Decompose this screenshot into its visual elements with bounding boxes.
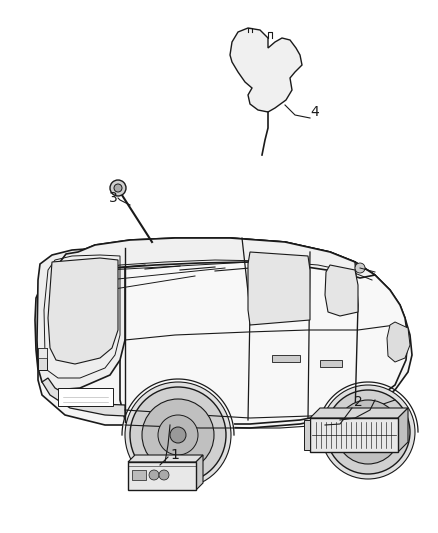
Bar [38,348,47,358]
Polygon shape [310,408,408,418]
Bar [320,360,342,367]
Polygon shape [60,238,375,296]
Circle shape [350,414,386,450]
Circle shape [361,425,375,439]
Bar [58,388,113,406]
Text: 4: 4 [311,105,319,119]
Polygon shape [120,238,408,424]
Circle shape [336,400,400,464]
Polygon shape [196,455,203,490]
Text: 1: 1 [170,448,180,462]
Circle shape [355,263,365,273]
Bar [272,355,300,362]
Text: 3: 3 [109,191,117,205]
Polygon shape [230,28,302,112]
Polygon shape [35,238,412,428]
Bar [132,470,146,480]
Bar [310,418,398,452]
Text: 2: 2 [353,395,362,409]
Circle shape [321,385,415,479]
Circle shape [110,180,126,196]
Polygon shape [387,322,410,362]
Circle shape [149,470,159,480]
Polygon shape [248,252,310,325]
Circle shape [114,184,122,192]
Bar [38,348,47,370]
Polygon shape [42,378,125,416]
Circle shape [158,415,198,455]
Circle shape [142,399,214,471]
Bar [128,462,196,490]
Polygon shape [37,248,125,390]
Bar [304,420,310,450]
Polygon shape [48,258,118,364]
Polygon shape [325,265,358,316]
Circle shape [125,382,231,488]
Circle shape [159,470,169,480]
Polygon shape [128,455,203,462]
Circle shape [130,387,226,483]
Circle shape [326,390,410,474]
Circle shape [170,427,186,443]
Polygon shape [398,408,408,452]
